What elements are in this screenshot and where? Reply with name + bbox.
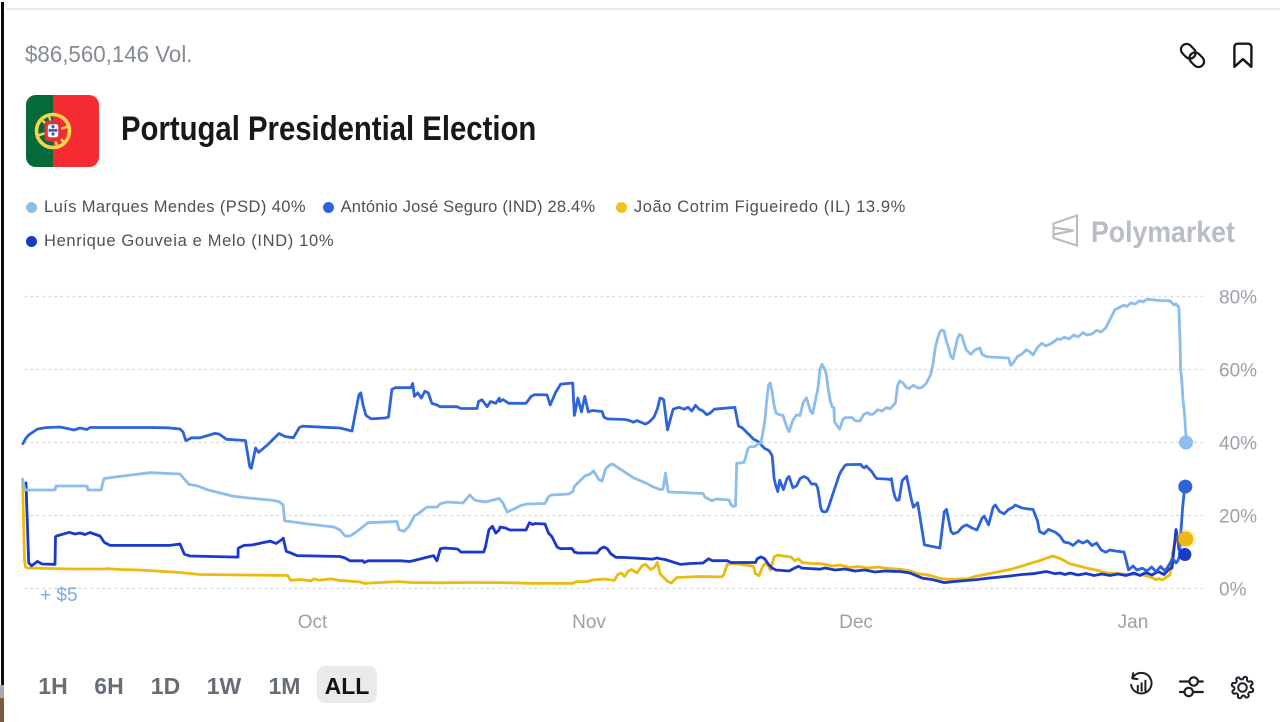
svg-text:Dec: Dec	[839, 612, 873, 633]
svg-text:+ $5: + $5	[40, 585, 78, 606]
svg-text:60%: 60%	[1219, 361, 1257, 382]
svg-text:80%: 80%	[1219, 288, 1257, 309]
svg-text:40%: 40%	[1219, 434, 1257, 455]
svg-text:Jan: Jan	[1118, 612, 1149, 633]
svg-text:Oct: Oct	[298, 612, 328, 633]
svg-text:0%: 0%	[1219, 580, 1247, 601]
svg-text:Nov: Nov	[572, 612, 606, 633]
svg-text:20%: 20%	[1219, 507, 1257, 528]
svg-text:Polymarket: Polymarket	[1091, 216, 1235, 250]
